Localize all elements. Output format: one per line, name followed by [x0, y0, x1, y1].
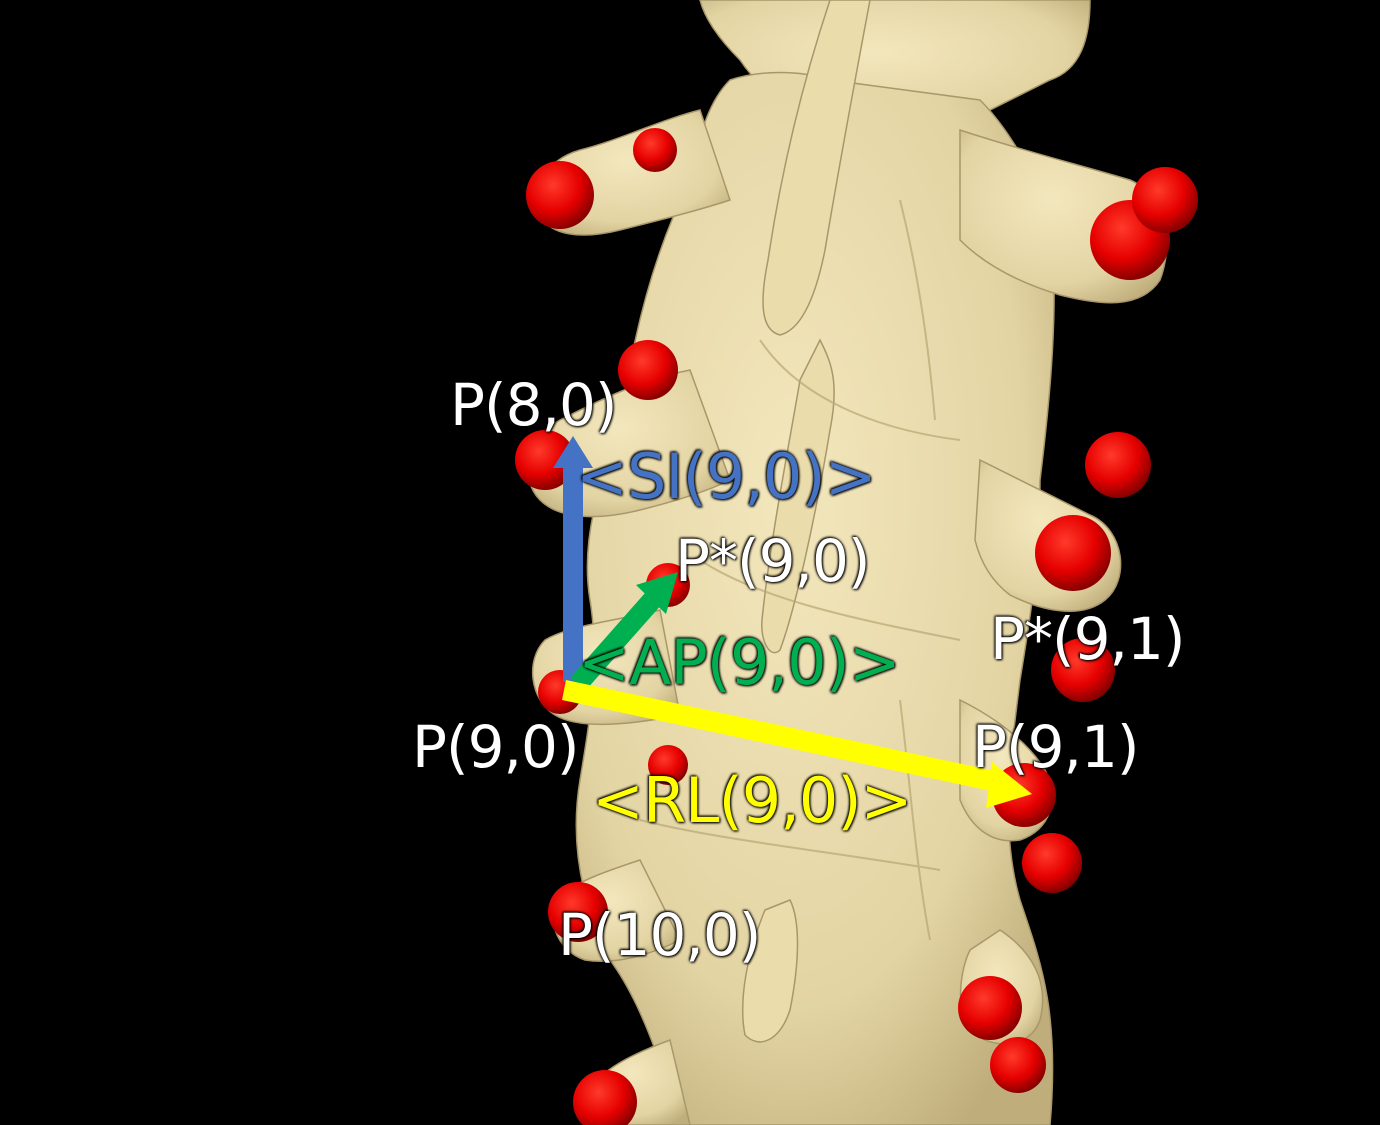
landmark-sphere: [648, 745, 688, 785]
landmark-sphere: [1022, 833, 1082, 893]
landmark-sphere: [1085, 432, 1151, 498]
landmark-sphere: [573, 1070, 637, 1125]
landmark-sphere: [633, 128, 677, 172]
label-p-star-9-0: P*(9,0): [675, 527, 870, 595]
landmark-sphere: [526, 161, 594, 229]
landmark-sphere: [1035, 515, 1111, 591]
label-p-star-9-1: P*(9,1): [990, 605, 1185, 673]
landmark-sphere: [618, 340, 678, 400]
landmark-sphere: [958, 976, 1022, 1040]
surface-shading: [639, 199, 961, 941]
label-rl-vector: <RL(9,0)>: [592, 764, 912, 837]
label-si-vector: <SI(9,0)>: [576, 440, 877, 513]
landmark-sphere: [1051, 638, 1115, 702]
label-p9-0: P(9,0): [412, 713, 579, 781]
landmark-sphere: [1132, 167, 1198, 233]
landmark-sphere: [548, 882, 608, 942]
landmarks: [515, 128, 1198, 1125]
landmark-sphere: [515, 430, 575, 490]
label-ap-vector: <AP(9,0)>: [578, 626, 901, 699]
spinous-processes: [742, 0, 871, 1043]
label-p10-0: P(10,0): [558, 901, 761, 969]
si-vector-arrow: [553, 436, 593, 682]
label-p9-1: P(9,1): [972, 713, 1139, 781]
rl-vector-arrow: [562, 680, 1032, 808]
label-p8-0: P(8,0): [450, 371, 617, 439]
ap-vector-arrow: [570, 572, 678, 691]
landmark-sphere: [990, 1037, 1046, 1093]
